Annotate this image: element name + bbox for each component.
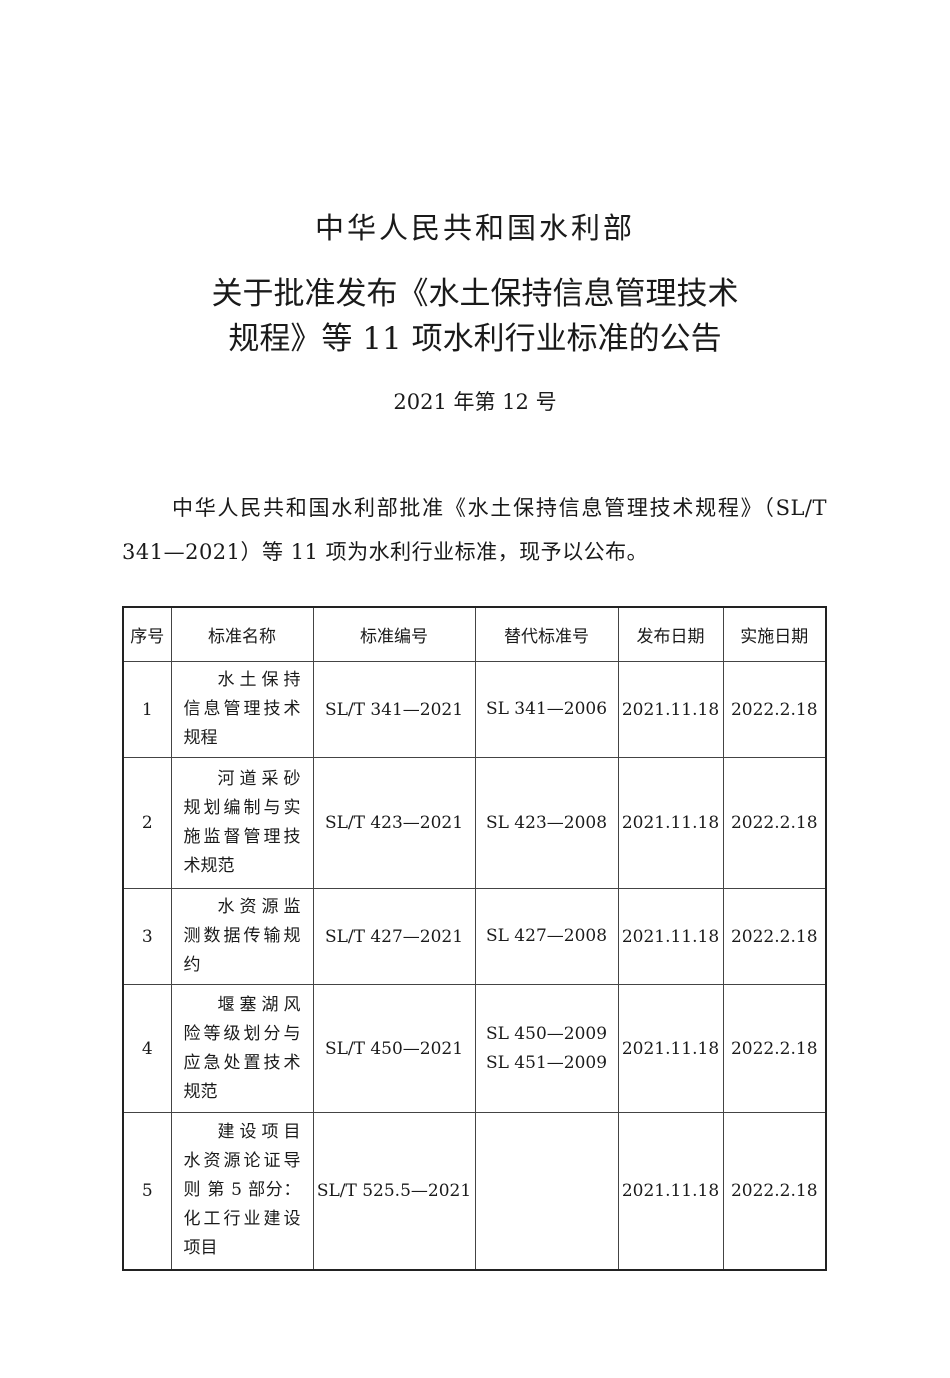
title-line-2: 规程》等 11 项水利行业标准的公告 xyxy=(228,321,722,357)
header-replaces: 替代标准号 xyxy=(474,606,619,662)
replaced-standard-code: SL 450—2009 xyxy=(485,1023,608,1044)
table-header-row: 序号 标准名称 标准编号 替代标准号 发布日期 实施日期 xyxy=(122,606,827,662)
effective-date: 2022.2.18 xyxy=(722,984,827,1113)
publish-date: 2021.11.18 xyxy=(617,984,724,1113)
effective-date: 2022.2.18 xyxy=(722,661,827,758)
standard-name: 建设项目水资源论证导则 第 5 部分：化工行业建设项目 xyxy=(170,1112,314,1270)
publish-date: 2021.11.18 xyxy=(617,1112,724,1270)
standards-table: 序号 标准名称 标准编号 替代标准号 发布日期 实施日期 1 水土保持信息管理技术… xyxy=(122,606,827,1271)
publish-date: 2021.11.18 xyxy=(617,661,724,758)
announcement-title: 关于批准发布《水土保持信息管理技术 规程》等 11 项水利行业标准的公告 xyxy=(0,272,950,362)
table-row: 3 水资源监测数据传输规约 SL/T 427—2021 SL 427—2008 2021… xyxy=(122,888,827,985)
title-line-1: 关于批准发布《水土保持信息管理技术 xyxy=(211,276,739,312)
standard-code: SL/T 525.5—2021 xyxy=(312,1112,476,1270)
standard-code: SL/T 427—2021 xyxy=(312,888,476,985)
publish-date: 2021.11.18 xyxy=(617,757,724,889)
standard-name: 水土保持信息管理技术规程 xyxy=(170,661,314,758)
effective-date: 2022.2.18 xyxy=(722,1112,827,1270)
row-number: 1 xyxy=(122,661,172,758)
replaced-standard: SL 423—2008 xyxy=(474,757,619,889)
table-row: 4 堰塞湖风险等级划分与应急处置技术规范 SL/T 450—2021 SL 450—2… xyxy=(122,984,827,1113)
replaced-standard-code: SL 427—2008 xyxy=(485,926,608,946)
ministry-name: 中华人民共和国水利部 xyxy=(314,211,635,245)
body-paragraph: 中华人民共和国水利部批准《水土保持信息管理技术规程》（SL/T 341—2021… xyxy=(122,496,827,564)
table-row: 1 水土保持信息管理技术规程 SL/T 341—2021 SL 341—2006 202… xyxy=(122,661,827,758)
replaced-standard-code: SL 451—2009 xyxy=(485,1052,608,1073)
row-number: 2 xyxy=(122,757,172,889)
replaced-standard: SL 341—2006 xyxy=(474,661,619,758)
standard-code: SL/T 341—2021 xyxy=(312,661,476,758)
standard-name: 河道采砂规划编制与实施监督管理技术规范 xyxy=(170,757,314,889)
standard-code: SL/T 423—2021 xyxy=(312,757,476,889)
row-number: 4 xyxy=(122,984,172,1113)
replaced-standard-code: SL 341—2006 xyxy=(485,699,608,719)
header-effective: 实施日期 xyxy=(722,606,827,662)
standard-code: SL/T 450—2021 xyxy=(312,984,476,1113)
header-no: 序号 xyxy=(122,606,172,662)
table-row: 5 建设项目水资源论证导则 第 5 部分：化工行业建设项目 SL/T 525.5—2… xyxy=(122,1112,827,1270)
document-number: 2021 年第 12 号 xyxy=(393,390,557,414)
header-published: 发布日期 xyxy=(617,606,724,662)
replaced-standard: SL 450—2009 SL 451—2009 xyxy=(474,984,619,1113)
standard-name: 堰塞湖风险等级划分与应急处置技术规范 xyxy=(170,984,314,1113)
table-row: 2 河道采砂规划编制与实施监督管理技术规范 SL/T 423—2021 SL 423—… xyxy=(122,757,827,889)
row-number: 5 xyxy=(122,1112,172,1270)
header-code: 标准编号 xyxy=(312,606,476,662)
effective-date: 2022.2.18 xyxy=(722,888,827,985)
replaced-standard: SL 427—2008 xyxy=(474,888,619,985)
publish-date: 2021.11.18 xyxy=(617,888,724,985)
row-number: 3 xyxy=(122,888,172,985)
replaced-standard xyxy=(474,1112,619,1270)
standard-name: 水资源监测数据传输规约 xyxy=(170,888,314,985)
replaced-standard-code: SL 423—2008 xyxy=(485,812,608,833)
header-name: 标准名称 xyxy=(170,606,314,662)
effective-date: 2022.2.18 xyxy=(722,757,827,889)
